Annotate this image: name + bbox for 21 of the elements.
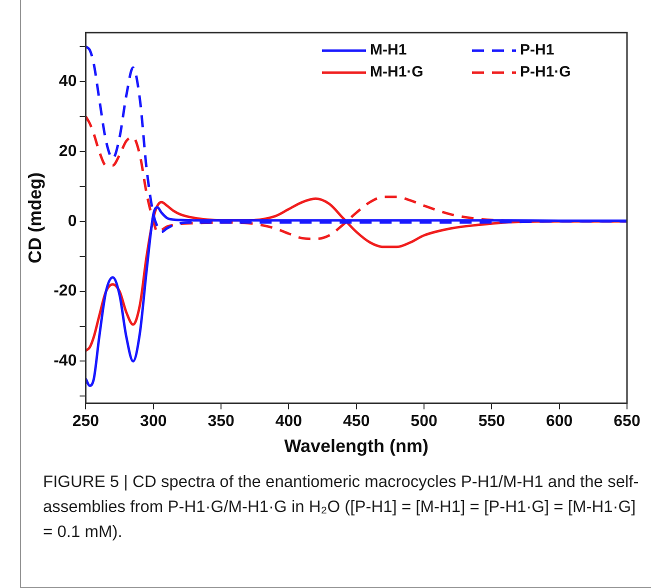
y-axis-title: CD (mdeg) [24, 172, 45, 264]
x-tick-label: 500 [410, 413, 438, 430]
x-tick-label: 400 [275, 413, 302, 430]
y-tick-label: -20 [54, 282, 77, 300]
legend-label: P-H1·G [520, 64, 571, 81]
x-tick-label: 250 [72, 413, 100, 430]
y-tick-label: 40 [58, 72, 77, 90]
y-tick-label: 0 [68, 212, 77, 230]
legend-label: M-H1 [370, 42, 407, 59]
caption: FIGURE 5 | CD spectra of the enantiomeric macrocycles P-H1/M-H1 and the self-assemblies from P-H1·G/M-H1·G in H₂O ([P-H1] = [M-H1] = [P-H1·G] = [M-H1·G] = 0.1 mM). [43, 472, 640, 543]
x-tick-label: 600 [546, 413, 573, 430]
x-tick-label: 300 [140, 413, 167, 430]
legend-label: M-H1·G [370, 64, 424, 81]
x-tick-label: 450 [343, 413, 370, 430]
x-tick-label: 350 [208, 413, 234, 430]
x-axis-title: Wavelength (nm) [284, 436, 429, 456]
y-tick-label: 20 [58, 142, 77, 160]
legend-label: P-H1 [520, 42, 554, 59]
x-tick-label: 650 [614, 413, 640, 430]
y-tick-label: -40 [54, 352, 77, 370]
x-tick-label: 550 [478, 413, 506, 430]
